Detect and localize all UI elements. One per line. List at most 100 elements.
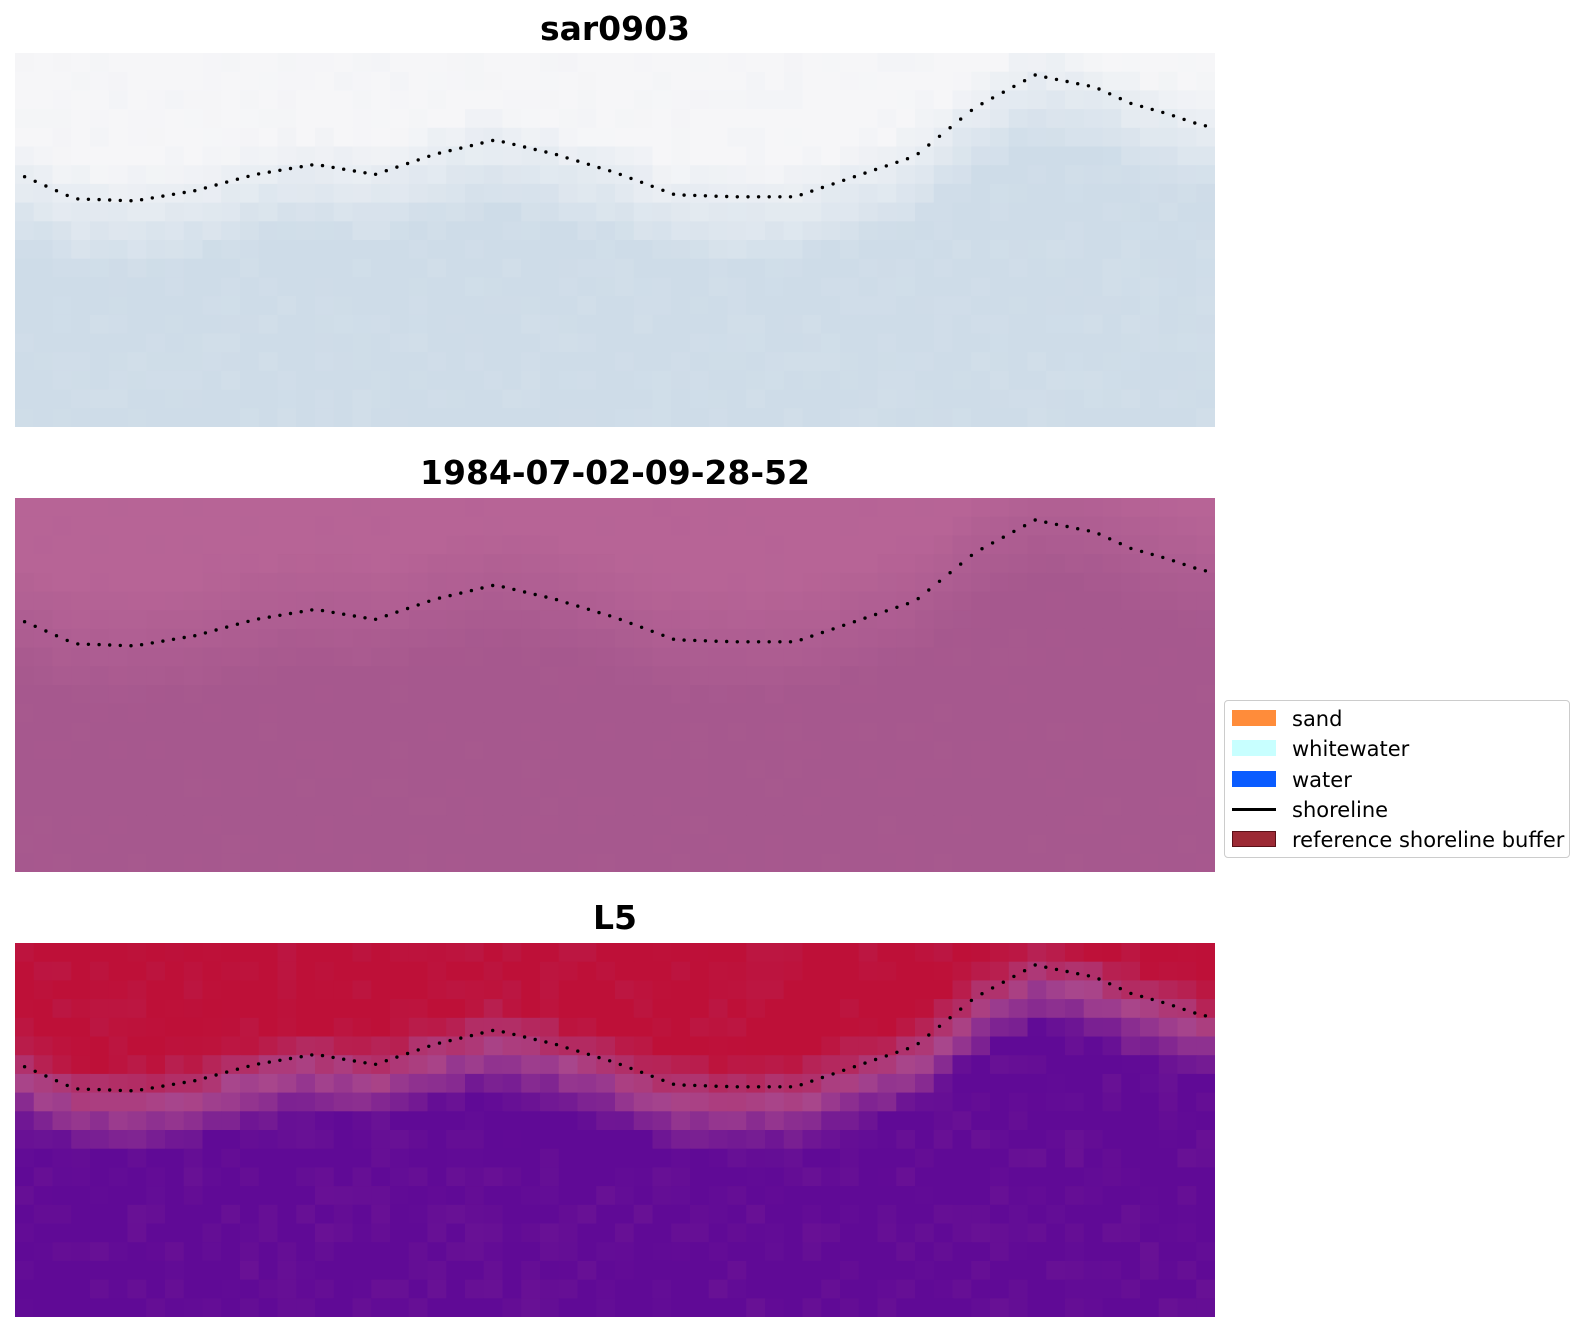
image-pixel: [802, 90, 822, 110]
image-pixel: [333, 628, 354, 649]
image-pixel: [371, 109, 391, 129]
image-pixel: [1102, 277, 1122, 297]
image-pixel: [1008, 1167, 1029, 1187]
image-pixel: [183, 999, 204, 1019]
image-pixel: [390, 1111, 410, 1131]
image-pixel: [352, 943, 372, 963]
shoreline-point: [267, 170, 271, 174]
shoreline-point: [565, 601, 569, 605]
image-pixel: [765, 1092, 785, 1112]
image-pixel: [371, 741, 391, 761]
image-pixel: [1083, 352, 1104, 372]
image-pixel: [427, 610, 447, 630]
image-pixel: [1158, 109, 1179, 129]
image-pixel: [502, 685, 522, 705]
image-pixel: [33, 961, 54, 981]
image-pixel: [1046, 1073, 1066, 1094]
image-pixel: [727, 666, 747, 686]
image-pixel: [1065, 1148, 1085, 1168]
image-pixel: [952, 333, 972, 353]
image-pixel: [858, 1204, 879, 1225]
image-pixel: [596, 90, 616, 110]
image-pixel: [971, 1279, 991, 1299]
image-pixel: [896, 296, 916, 316]
image-pixel: [1140, 535, 1160, 555]
image-pixel: [333, 1036, 354, 1056]
image-pixel: [258, 277, 279, 297]
image-pixel: [615, 1130, 635, 1150]
image-pixel: [783, 516, 804, 536]
image-pixel: [183, 370, 204, 391]
image-pixel: [315, 1055, 335, 1075]
image-pixel: [1121, 834, 1141, 854]
image-pixel: [390, 1242, 410, 1262]
image-pixel: [521, 834, 541, 854]
shoreline-point: [1161, 110, 1165, 115]
image-pixel: [1083, 1148, 1104, 1168]
image-pixel: [71, 628, 91, 649]
image-pixel: [502, 980, 522, 1000]
image-pixel: [1027, 1242, 1047, 1262]
image-pixel: [390, 146, 410, 166]
image-pixel: [52, 1204, 72, 1225]
image-pixel: [896, 685, 916, 705]
image-pixel: [915, 71, 935, 91]
whitewater-swatch: [1232, 740, 1276, 756]
image-pixel: [296, 628, 316, 649]
image-pixel: [1027, 352, 1047, 372]
image-pixel: [146, 498, 166, 518]
image-pixel: [708, 370, 729, 391]
image-pixel: [652, 1167, 672, 1187]
image-pixel: [1140, 1186, 1160, 1206]
image-pixel: [446, 815, 466, 836]
image-pixel: [990, 516, 1010, 536]
shoreline-point: [682, 193, 686, 197]
shoreline-point: [469, 143, 474, 148]
shoreline-point: [661, 633, 665, 637]
image-pixel: [783, 1073, 804, 1094]
image-pixel: [202, 815, 222, 836]
image-pixel: [540, 647, 560, 667]
image-pixel: [540, 1055, 560, 1075]
image-pixel: [877, 1036, 897, 1056]
image-pixel: [465, 722, 485, 742]
image-pixel: [146, 146, 166, 166]
image-pixel: [15, 146, 35, 166]
image-pixel: [896, 1130, 916, 1150]
image-pixel: [71, 71, 91, 91]
image-pixel: [483, 722, 504, 742]
image-pixel: [277, 333, 297, 353]
image-pixel: [746, 535, 766, 555]
image-pixel: [1046, 277, 1066, 297]
image-pixel: [521, 703, 541, 723]
image-pixel: [708, 127, 729, 148]
shoreline-point: [150, 1086, 154, 1090]
shoreline-point: [1150, 107, 1154, 112]
image-pixel: [221, 498, 241, 518]
image-pixel: [33, 183, 54, 204]
image-pixel: [15, 778, 35, 798]
image-pixel: [521, 797, 541, 817]
image-pixel: [990, 314, 1010, 335]
image-pixel: [1158, 90, 1179, 110]
image-pixel: [240, 722, 260, 742]
image-pixel: [202, 1167, 222, 1187]
image-pixel: [221, 1036, 241, 1056]
image-pixel: [1158, 1242, 1179, 1262]
image-pixel: [746, 389, 766, 409]
image-pixel: [1102, 1073, 1122, 1094]
image-pixel: [952, 183, 972, 204]
image-pixel: [277, 834, 297, 854]
image-pixel: [315, 127, 335, 148]
image-pixel: [802, 1148, 822, 1168]
image-pixel: [315, 703, 335, 723]
image-pixel: [146, 961, 166, 981]
image-pixel: [671, 572, 691, 593]
image-pixel: [1121, 797, 1141, 817]
image-pixel: [690, 1167, 710, 1187]
image-pixel: [333, 352, 354, 372]
image-pixel: [802, 258, 822, 278]
image-pixel: [896, 183, 916, 204]
image-pixel: [727, 1186, 747, 1206]
image-pixel: [108, 703, 129, 723]
